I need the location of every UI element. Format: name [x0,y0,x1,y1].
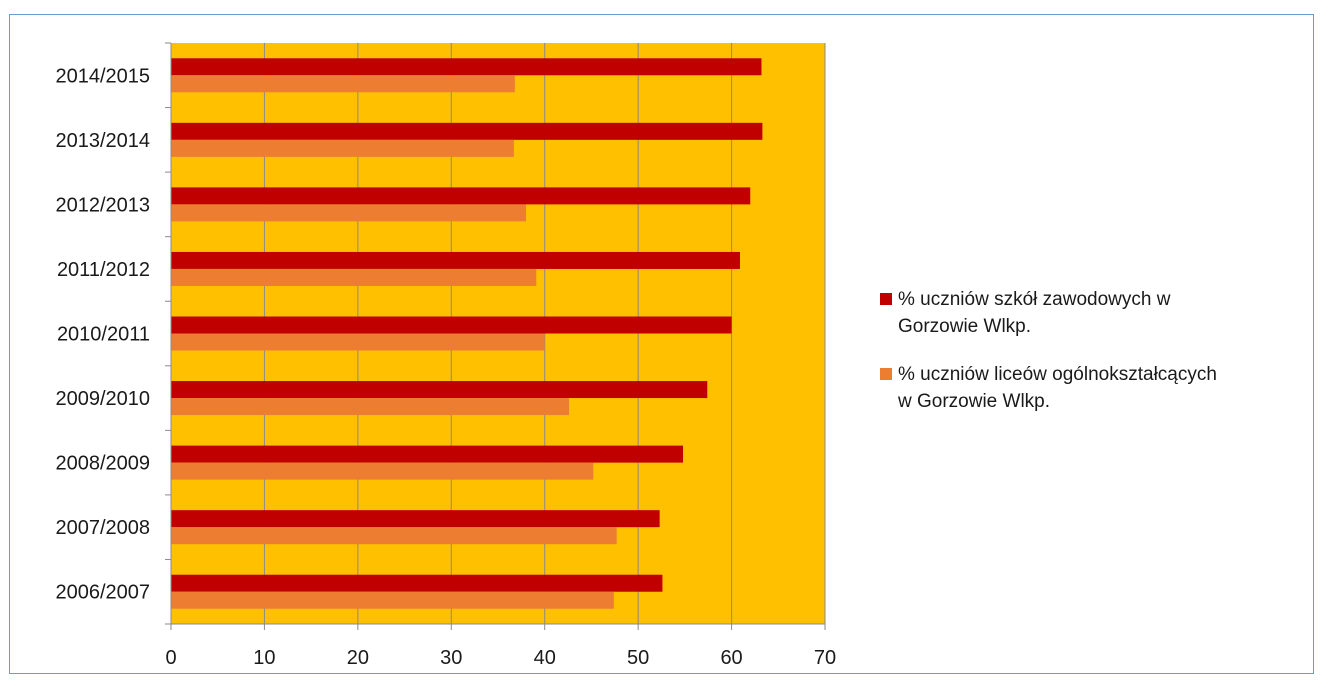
bar-vocational-2014-2015 [171,58,762,76]
x-tick-label: 40 [534,647,556,669]
axes [165,42,826,630]
bar-general-2012-2013 [171,204,527,222]
x-tick-label: 10 [253,647,275,669]
y-tick-label: 2013/2014 [55,130,150,152]
x-tick-label: 70 [814,647,836,669]
x-tick-label: 50 [627,647,649,669]
bar-vocational-2013-2014 [171,122,763,140]
y-tick-label: 2007/2008 [55,517,150,539]
x-axis-labels: 0 10 20 30 40 50 60 70 [165,647,836,669]
legend-item-vocational: % uczniów szkół zawodowych w Gorzowie Wl… [880,286,1310,340]
bar-general-2008-2009 [171,462,594,480]
x-tick-label: 60 [720,647,742,669]
y-tick-label: 2011/2012 [57,259,150,281]
bar-general-2009-2010 [171,398,570,416]
legend-label-general: % uczniów liceów ogólnokształcących w Go… [898,364,1217,412]
y-axis-labels: 2006/2007 2007/2008 2008/2009 2009/2010 2010… [55,65,150,603]
bar-vocational-2010-2011 [171,316,732,334]
bar-general-2011-2012 [171,268,537,286]
bar-general-2013-2014 [171,139,514,157]
bars [171,58,763,609]
bar-vocational-2006-2007 [171,574,663,592]
bar-vocational-2008-2009 [171,445,683,463]
y-tick-label: 2008/2009 [55,453,150,475]
bar-vocational-2011-2012 [171,251,740,269]
x-tick-label: 30 [440,647,462,669]
bar-general-2007-2008 [171,527,617,545]
x-tick-label: 20 [347,647,369,669]
legend-item-general: % uczniów liceów ogólnokształcących w Go… [880,361,1310,415]
bar-vocational-2009-2010 [171,381,708,399]
legend-swatch-general [880,368,892,380]
y-tick-label: 2010/2011 [57,324,150,346]
bar-vocational-2007-2008 [171,510,660,528]
legend: % uczniów szkół zawodowych w Gorzowie Wl… [880,286,1310,436]
y-tick-label: 2006/2007 [55,582,150,604]
bar-general-2010-2011 [171,333,545,351]
y-tick-label: 2012/2013 [55,194,150,216]
legend-swatch-vocational [880,293,892,305]
bar-vocational-2012-2013 [171,187,751,205]
legend-label-vocational: % uczniów szkół zawodowych w Gorzowie Wl… [898,289,1171,337]
x-tick-label: 0 [165,647,176,669]
y-tick-label: 2014/2015 [55,65,150,87]
bar-general-2014-2015 [171,75,515,93]
bar-general-2006-2007 [171,591,614,609]
y-tick-label: 2009/2010 [55,388,150,410]
